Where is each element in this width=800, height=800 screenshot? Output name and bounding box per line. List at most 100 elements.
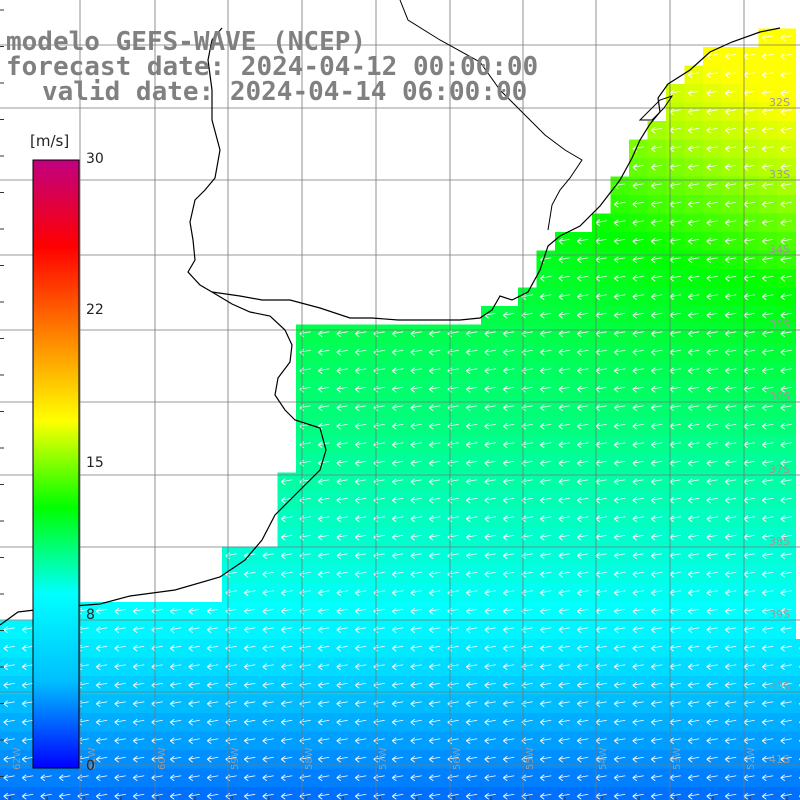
field-cell: [351, 750, 371, 769]
field-cell: [573, 454, 593, 473]
wind-arrow: [410, 385, 422, 393]
field-cell: [388, 787, 408, 800]
field-cell: [388, 676, 408, 695]
field-cell: [314, 361, 334, 381]
wind-arrow: [706, 515, 718, 523]
field-cell: [758, 731, 778, 751]
wind-arrow: [3, 737, 15, 745]
wind-arrow: [503, 367, 515, 375]
field-cell: [518, 509, 537, 529]
field-cell: [721, 176, 741, 196]
field-cell: [370, 343, 389, 362]
field-cell: [703, 620, 722, 640]
wind-arrow: [503, 700, 515, 708]
field-cell: [740, 713, 759, 732]
field-cell: [573, 306, 593, 325]
wind-arrow: [780, 34, 792, 42]
wind-arrow: [577, 237, 589, 245]
field-cell: [462, 491, 482, 510]
field-cell: [296, 583, 315, 603]
field-cell: [518, 546, 537, 566]
field-cell: [666, 250, 685, 270]
wind-arrow: [614, 774, 626, 782]
wind-arrow: [484, 570, 496, 578]
wind-arrow: [725, 681, 737, 689]
wind-arrow: [780, 552, 792, 560]
field-cell: [351, 565, 371, 584]
field-cell: [259, 713, 278, 732]
wind-arrow: [669, 89, 681, 97]
field-cell: [481, 750, 500, 769]
wind-arrow: [521, 626, 533, 634]
wind-arrow: [355, 681, 367, 689]
field-cell: [240, 620, 260, 640]
field-cell: [148, 694, 167, 714]
field-cell: [684, 343, 704, 362]
wind-arrow: [595, 311, 607, 319]
wind-arrow: [651, 718, 663, 726]
field-cell: [481, 306, 500, 325]
wind-arrow: [244, 718, 256, 726]
field-cell: [703, 232, 722, 251]
field-cell: [148, 713, 167, 732]
field-cell: [777, 380, 796, 399]
wind-arrow: [503, 589, 515, 597]
wind-arrow: [614, 219, 626, 227]
wind-arrow: [614, 496, 626, 504]
wind-arrow: [466, 607, 478, 615]
wind-arrow: [521, 718, 533, 726]
wind-arrow: [40, 774, 52, 782]
field-cell: [407, 676, 426, 695]
field-cell: [740, 657, 759, 677]
wind-arrow: [392, 737, 404, 745]
field-cell: [333, 620, 352, 640]
wind-arrow: [188, 644, 200, 652]
wind-arrow: [133, 681, 145, 689]
wind-arrow: [540, 552, 552, 560]
field-cell: [703, 287, 722, 307]
longitude-label: 57W: [378, 747, 389, 770]
wind-arrow: [762, 182, 774, 190]
field-cell: [166, 676, 186, 695]
wind-arrow: [521, 533, 533, 541]
field-cell: [795, 639, 800, 658]
wind-arrow: [336, 663, 348, 671]
wind-arrow: [669, 552, 681, 560]
field-cell: [277, 602, 297, 621]
field-cell: [481, 509, 500, 529]
wind-arrow: [244, 774, 256, 782]
field-cell: [425, 583, 445, 603]
field-cell: [370, 454, 389, 473]
wind-arrow: [706, 108, 718, 116]
field-cell: [240, 583, 260, 603]
field-cell: [333, 324, 352, 344]
wind-arrow: [429, 663, 441, 671]
wind-arrow: [614, 293, 626, 301]
wind-arrow: [336, 422, 348, 430]
field-cell: [314, 620, 334, 640]
wind-arrow: [688, 589, 700, 597]
wind-arrow: [595, 385, 607, 393]
wind-arrow: [651, 330, 663, 338]
field-cell: [462, 546, 482, 566]
wind-arrow: [632, 792, 644, 800]
field-cell: [518, 454, 537, 473]
wind-arrow: [595, 626, 607, 634]
wind-arrow: [410, 700, 422, 708]
field-cell: [370, 750, 389, 769]
field-cell: [758, 287, 778, 307]
wind-arrow: [484, 737, 496, 745]
field-cell: [462, 509, 482, 529]
wind-arrow: [688, 441, 700, 449]
field-cell: [425, 380, 445, 399]
colorbar-tick-8: 8: [86, 607, 95, 623]
wind-arrow: [188, 681, 200, 689]
field-cell: [296, 380, 315, 399]
field-cell: [111, 639, 130, 658]
wind-arrow: [632, 237, 644, 245]
field-cell: [111, 694, 130, 714]
field-cell: [240, 602, 260, 621]
wind-arrow: [651, 182, 663, 190]
wind-arrow: [336, 404, 348, 412]
field-cell: [314, 713, 334, 732]
